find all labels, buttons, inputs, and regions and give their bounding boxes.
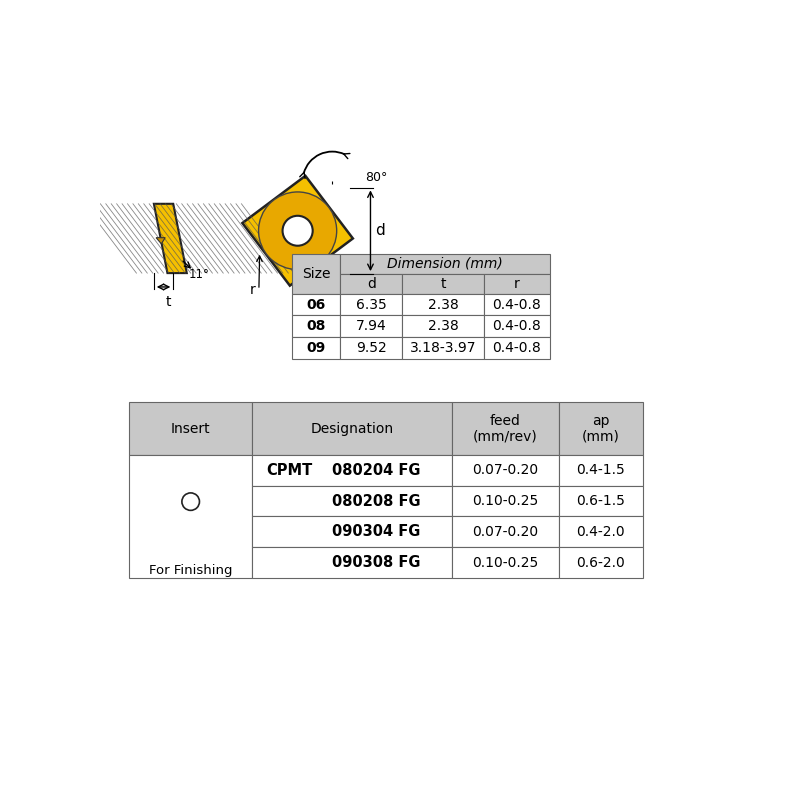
Text: 80°: 80° xyxy=(365,171,387,184)
Text: For Finishing: For Finishing xyxy=(149,564,233,577)
Text: Size: Size xyxy=(302,267,330,281)
Circle shape xyxy=(282,216,313,246)
Bar xyxy=(340,315,402,337)
Text: 3.18-3.97: 3.18-3.97 xyxy=(410,341,476,354)
Text: 0.10-0.25: 0.10-0.25 xyxy=(472,556,538,570)
Text: Insert: Insert xyxy=(171,422,210,436)
Text: 06: 06 xyxy=(306,298,326,312)
Bar xyxy=(340,254,550,274)
Bar xyxy=(130,455,252,578)
Text: 0.4-0.8: 0.4-0.8 xyxy=(492,298,541,312)
Bar xyxy=(558,517,642,547)
Text: Dimension (mm): Dimension (mm) xyxy=(387,257,502,271)
Bar xyxy=(484,315,550,337)
Bar xyxy=(558,402,642,455)
Bar xyxy=(252,486,452,517)
Text: 11°: 11° xyxy=(189,269,210,282)
Bar xyxy=(252,455,452,486)
Text: 2.38: 2.38 xyxy=(427,319,458,334)
Bar xyxy=(452,455,559,486)
Text: d: d xyxy=(367,277,376,291)
Bar xyxy=(292,337,340,358)
Text: 09: 09 xyxy=(306,341,326,354)
Circle shape xyxy=(203,514,210,520)
Text: r: r xyxy=(514,277,519,291)
Text: t: t xyxy=(166,294,171,309)
Bar xyxy=(340,274,402,294)
Text: 090308 FG: 090308 FG xyxy=(332,555,420,570)
Text: 2.38: 2.38 xyxy=(427,298,458,312)
Bar xyxy=(558,455,642,486)
Text: ap
(mm): ap (mm) xyxy=(582,414,619,444)
Bar xyxy=(558,486,642,517)
Text: 0.4-0.8: 0.4-0.8 xyxy=(492,341,541,354)
Bar xyxy=(452,486,559,517)
Polygon shape xyxy=(154,204,186,273)
Bar xyxy=(252,402,452,455)
Bar xyxy=(292,294,340,315)
Polygon shape xyxy=(156,238,165,244)
Text: 080208 FG: 080208 FG xyxy=(331,494,420,509)
Bar xyxy=(402,294,484,315)
Text: 6.35: 6.35 xyxy=(356,298,386,312)
Bar xyxy=(558,547,642,578)
Text: feed
(mm/rev): feed (mm/rev) xyxy=(473,414,538,444)
Polygon shape xyxy=(242,176,353,286)
Text: Designation: Designation xyxy=(310,422,394,436)
Circle shape xyxy=(172,483,178,489)
Bar xyxy=(452,402,559,455)
Circle shape xyxy=(258,192,337,270)
Bar xyxy=(484,294,550,315)
Bar xyxy=(484,274,550,294)
Bar xyxy=(130,402,252,455)
Bar xyxy=(402,315,484,337)
Bar xyxy=(340,337,402,358)
Bar xyxy=(252,517,452,547)
Bar xyxy=(484,337,550,358)
Text: r: r xyxy=(250,283,255,297)
Polygon shape xyxy=(158,470,223,534)
Text: 0.6-1.5: 0.6-1.5 xyxy=(576,494,625,508)
Bar xyxy=(452,547,559,578)
Text: t: t xyxy=(440,277,446,291)
Bar xyxy=(402,337,484,358)
Bar xyxy=(340,294,402,315)
Text: 0.07-0.20: 0.07-0.20 xyxy=(472,525,538,539)
Bar xyxy=(252,547,452,578)
Text: CPMT: CPMT xyxy=(266,462,312,478)
Circle shape xyxy=(182,493,199,510)
Text: 0.4-1.5: 0.4-1.5 xyxy=(576,463,625,478)
Circle shape xyxy=(203,483,210,489)
Circle shape xyxy=(167,478,214,525)
Text: 080204 FG: 080204 FG xyxy=(332,462,420,478)
Text: 0.07-0.20: 0.07-0.20 xyxy=(472,463,538,478)
Bar xyxy=(402,274,484,294)
Text: 08: 08 xyxy=(306,319,326,334)
Bar xyxy=(452,517,559,547)
Text: 090304 FG: 090304 FG xyxy=(332,524,420,539)
Text: d: d xyxy=(375,223,385,238)
Text: 7.94: 7.94 xyxy=(356,319,386,334)
Text: 0.10-0.25: 0.10-0.25 xyxy=(472,494,538,508)
Text: 9.52: 9.52 xyxy=(356,341,386,354)
Bar xyxy=(292,254,340,294)
Text: 0.6-2.0: 0.6-2.0 xyxy=(576,556,625,570)
Circle shape xyxy=(172,514,178,520)
Bar xyxy=(292,315,340,337)
Text: 0.4-2.0: 0.4-2.0 xyxy=(576,525,625,539)
Text: 0.4-0.8: 0.4-0.8 xyxy=(492,319,541,334)
